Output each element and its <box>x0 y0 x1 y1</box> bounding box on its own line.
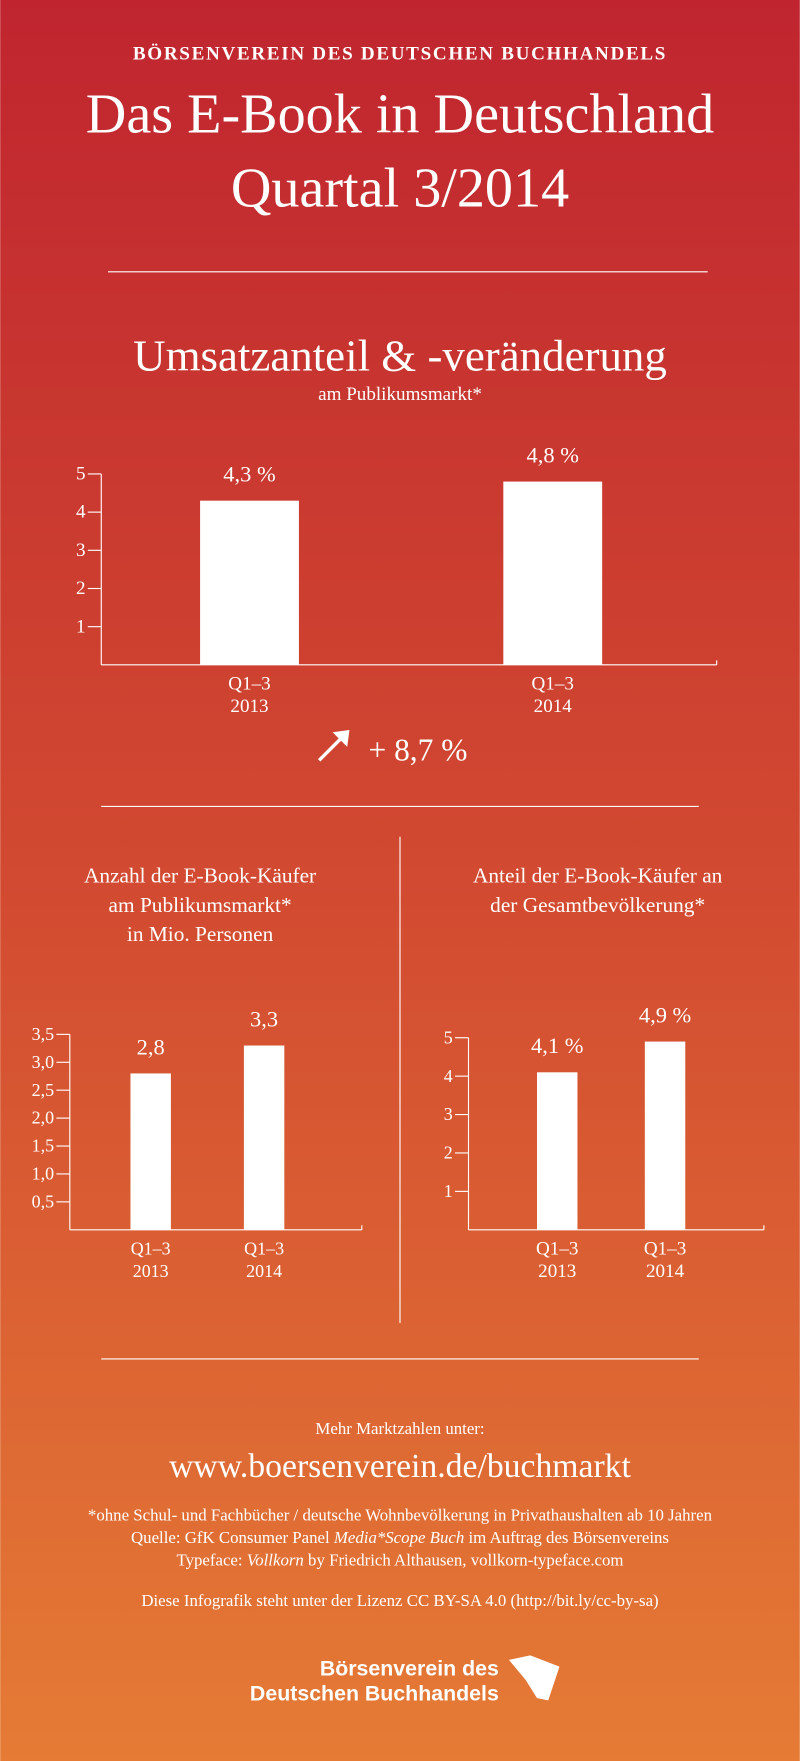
y-tick-label: 1 <box>76 616 86 637</box>
logo-icon <box>508 1655 560 1701</box>
value-label: 4,9 % <box>639 1002 691 1027</box>
main-title: Das E-Book in Deutschland <box>86 84 714 146</box>
y-tick-label: 5 <box>444 1027 453 1047</box>
chart-subtitle: am Publikumsmarkt* <box>318 384 482 405</box>
y-tick-label: 1 <box>444 1181 453 1201</box>
chart-title: Umsatzanteil & -veränderung <box>133 331 667 381</box>
bar <box>200 500 299 665</box>
x-tick-label: 2013 <box>133 1261 169 1281</box>
chart-title: am Publikumsmarkt* <box>109 893 292 917</box>
x-tick-label: Q1–3 <box>228 674 270 695</box>
x-tick-label: Q1–3 <box>532 674 574 695</box>
bar <box>537 1072 578 1230</box>
y-tick-label: 0,5 <box>32 1191 54 1211</box>
annotation: + 8,7 % <box>369 732 468 767</box>
chart-title: in Mio. Personen <box>127 922 274 946</box>
chart-title: Anteil der E-Book-Käufer an <box>473 864 723 888</box>
typeface-text: by Friedrich Althausen, vollkorn-typefac… <box>308 1551 623 1570</box>
x-tick-label: 2013 <box>230 696 268 717</box>
y-tick-label: 3 <box>444 1104 453 1124</box>
x-tick-label: Q1–3 <box>644 1238 686 1259</box>
bar <box>243 1045 285 1230</box>
y-tick-label: 3,5 <box>32 1024 54 1044</box>
x-tick-label: 2014 <box>246 1261 282 1281</box>
y-tick-label: 2 <box>444 1143 453 1163</box>
chart-title: der Gesamtbevölkerung* <box>490 893 705 917</box>
x-tick-label: Q1–3 <box>131 1238 171 1258</box>
source: Quelle: GfK Consumer Panel Media*Scope B… <box>131 1528 669 1547</box>
y-tick-label: 2,0 <box>32 1108 54 1128</box>
y-tick-label: 3 <box>76 540 86 561</box>
x-tick-label: 2013 <box>538 1261 576 1282</box>
chart-title: Anzahl der E-Book-Käufer <box>84 864 316 888</box>
bar <box>503 481 603 665</box>
x-tick-label: Q1–3 <box>536 1238 578 1259</box>
y-tick-label: 2 <box>76 578 86 599</box>
value-label: 4,8 % <box>527 442 579 467</box>
trend-arrow <box>317 730 350 762</box>
url: www.boersenverein.de/buchmarkt <box>169 1448 631 1485</box>
value-label: 3,3 <box>250 1006 278 1031</box>
value-label: 4,3 % <box>223 462 275 487</box>
x-tick-label: 2014 <box>534 696 573 717</box>
source-text: Quelle: GfK Consumer Panel <box>131 1528 330 1547</box>
logo-text: Börsenverein des <box>320 1657 499 1681</box>
more-label: Mehr Marktzahlen unter: <box>315 1419 484 1438</box>
main-title: Quartal 3/2014 <box>231 158 569 220</box>
y-tick-label: 4 <box>76 502 86 523</box>
value-label: 4,1 % <box>531 1033 583 1058</box>
y-tick-label: 1,5 <box>32 1136 54 1156</box>
logo-text: Deutschen Buchhandels <box>250 1681 499 1705</box>
y-tick-label: 4 <box>444 1066 453 1086</box>
y-tick-label: 1,0 <box>32 1164 54 1184</box>
typeface-text: Typeface: <box>176 1551 242 1570</box>
y-tick-label: 2,5 <box>32 1080 54 1100</box>
bar <box>644 1041 686 1230</box>
x-tick-label: Q1–3 <box>244 1238 284 1258</box>
bar <box>130 1073 171 1230</box>
typeface-name: Vollkorn <box>247 1551 304 1570</box>
source-text: im Auftrag des Börsenvereins <box>468 1528 668 1547</box>
x-tick-label: 2014 <box>646 1261 685 1282</box>
y-tick-label: 3,0 <box>32 1052 54 1072</box>
value-label: 2,8 <box>137 1034 165 1059</box>
typeface: Typeface: Vollkorn by Friedrich Althause… <box>176 1551 623 1570</box>
y-tick-label: 5 <box>76 464 86 485</box>
source-title: Media*Scope Buch <box>333 1528 464 1547</box>
license: Diese Infografik steht unter der Lizenz … <box>141 1591 658 1610</box>
publisher: BÖRSENVEREIN DES DEUTSCHEN BUCHHANDELS <box>133 44 667 65</box>
footnote: *ohne Schul- und Fachbücher / deutsche W… <box>88 1506 713 1525</box>
